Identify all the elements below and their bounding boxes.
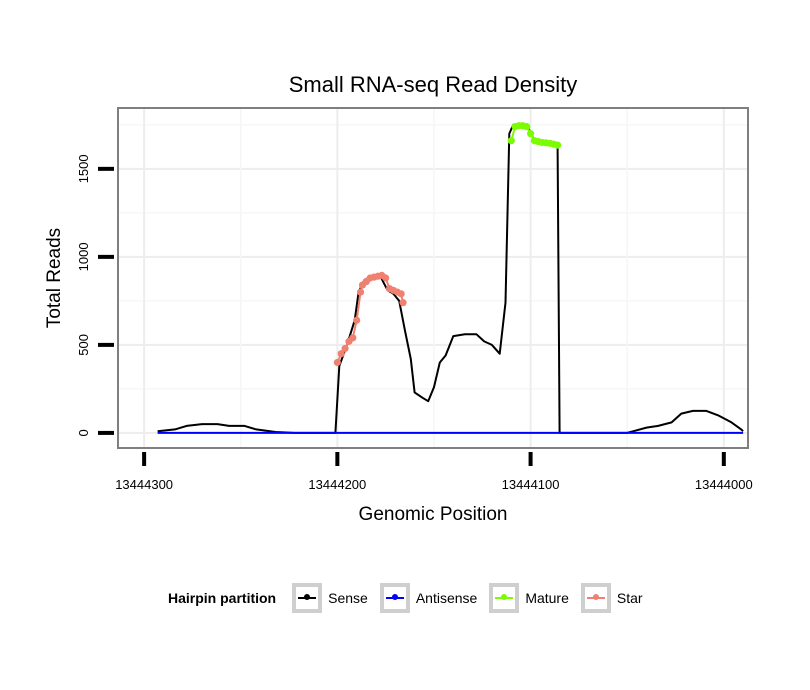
legend-item-mature: Mature	[489, 583, 575, 613]
grid	[119, 109, 747, 447]
x-tick-label: 13444300	[115, 477, 173, 492]
legend-label-star: Star	[616, 590, 643, 606]
data-point-star	[353, 316, 361, 324]
legend-key-mature	[489, 583, 520, 613]
legend-key-antisense	[379, 583, 410, 613]
data-point-star	[349, 334, 357, 342]
data-point-mature	[523, 123, 531, 131]
legend-item-star: Star	[580, 583, 649, 613]
x-tick-label: 13444200	[308, 477, 366, 492]
data-point-mature	[526, 130, 535, 138]
legend-item-sense: Sense	[292, 583, 374, 613]
y-tick-label: 500	[76, 334, 91, 356]
y-tick-label: 1500	[76, 154, 91, 183]
chart-title: Small RNA-seq Read Density	[289, 72, 578, 97]
x-axis: 13444300 13444200 13444100 13444000	[115, 452, 753, 492]
data-point-star	[382, 274, 390, 282]
data-point-star	[337, 350, 345, 358]
data-point-mature	[554, 141, 562, 149]
data-point-star	[341, 344, 349, 353]
y-axis: 0 500 1000 1500	[76, 154, 114, 437]
legend: Hairpin partition Sense Antisense Mature…	[168, 578, 655, 618]
legend-label-sense: Sense	[328, 590, 368, 606]
data-point-star	[333, 358, 341, 367]
data-point-star	[399, 299, 407, 307]
legend-label-mature: Mature	[525, 590, 569, 606]
x-tick-label: 13444000	[695, 477, 753, 492]
legend-label-antisense: Antisense	[415, 590, 478, 606]
data-point-star	[397, 290, 405, 298]
y-tick-label: 0	[76, 429, 91, 436]
data-point-mature	[507, 137, 515, 145]
legend-item-antisense: Antisense	[379, 583, 483, 613]
legend-key-sense	[292, 583, 323, 613]
series-layer	[157, 122, 744, 434]
y-axis-label: Total Reads	[44, 228, 65, 328]
x-axis-label: Genomic Position	[359, 504, 508, 525]
y-tick-label: 1000	[76, 242, 91, 271]
plot-panel	[117, 107, 749, 449]
data-point-star	[356, 288, 365, 296]
legend-title: Hairpin partition	[168, 590, 277, 606]
x-tick-label: 13444100	[502, 477, 560, 492]
legend-key-star	[580, 583, 611, 613]
